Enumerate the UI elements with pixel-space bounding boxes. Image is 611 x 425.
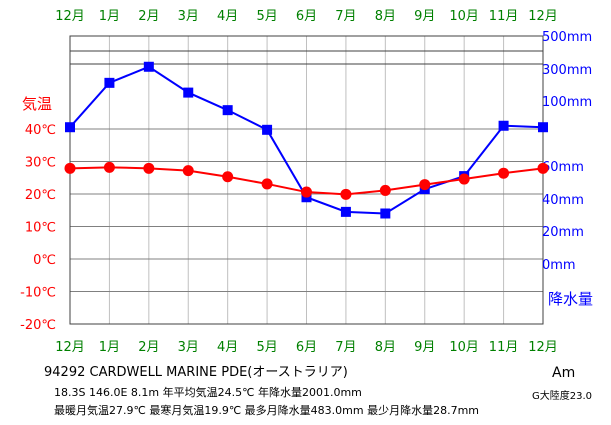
month-label: 7月 bbox=[335, 340, 356, 355]
temperature-point bbox=[301, 186, 312, 198]
month-label: 5月 bbox=[256, 9, 277, 24]
month-label: 10月 bbox=[449, 340, 479, 355]
precipitation-axis-title: 降水量 bbox=[548, 290, 593, 308]
month-label: 9月 bbox=[414, 340, 435, 355]
month-label: 8月 bbox=[375, 9, 396, 24]
continentality-index: G大陸度23.0 bbox=[532, 391, 593, 402]
temperature-tick-label: -10℃ bbox=[20, 286, 56, 301]
temperature-point bbox=[182, 165, 194, 177]
month-label: 7月 bbox=[335, 9, 356, 24]
station-stats-line-1: 18.3S 146.0E 8.1m 年平均気温24.5℃ 年降水量2001.0m… bbox=[54, 386, 362, 399]
precipitation-tick-label: 0mm bbox=[542, 258, 576, 273]
temperature-tick-label: 20℃ bbox=[25, 188, 56, 203]
month-label: 6月 bbox=[296, 9, 317, 24]
temperature-tick-label: -20℃ bbox=[20, 318, 56, 333]
month-label: 10月 bbox=[449, 9, 479, 24]
month-label: 2月 bbox=[138, 9, 159, 24]
month-label: 8月 bbox=[375, 340, 396, 355]
precipitation-point bbox=[222, 105, 233, 116]
station-name: 94292 CARDWELL MARINE PDE(オーストラリア) bbox=[44, 365, 348, 380]
temperature-tick-label: 0℃ bbox=[33, 253, 56, 268]
temperature-point bbox=[498, 167, 510, 179]
month-label: 1月 bbox=[99, 9, 120, 24]
temperature-point bbox=[103, 161, 115, 173]
temperature-point bbox=[419, 179, 431, 191]
temperature-point bbox=[143, 162, 155, 174]
month-label: 1月 bbox=[99, 340, 120, 355]
month-label: 4月 bbox=[217, 340, 238, 355]
month-label: 11月 bbox=[489, 9, 519, 24]
temperature-point bbox=[222, 171, 234, 183]
precipitation-point bbox=[262, 124, 273, 135]
climate-classification: Am bbox=[552, 365, 576, 381]
precipitation-point bbox=[340, 206, 351, 217]
precipitation-point bbox=[104, 77, 115, 88]
month-label: 12月 bbox=[55, 340, 85, 355]
temperature-point bbox=[261, 178, 273, 190]
month-label: 12月 bbox=[55, 9, 85, 24]
month-label: 12月 bbox=[528, 340, 558, 355]
temperature-point bbox=[458, 173, 470, 185]
temperature-tick-label: 10℃ bbox=[25, 221, 56, 236]
temperature-series bbox=[64, 161, 549, 200]
precipitation-point bbox=[498, 120, 509, 131]
precipitation-point bbox=[538, 122, 548, 133]
temperature-axis: 気温 40℃ 30℃ 20℃ 10℃ 0℃ -10℃ -20℃ bbox=[20, 95, 56, 333]
bottom-month-labels: 12月 1月 2月 3月 4月 5月 6月 7月 8月 9月 10月 11月 12月 bbox=[55, 340, 558, 355]
precipitation-point bbox=[380, 208, 391, 219]
month-label: 4月 bbox=[217, 9, 238, 24]
precipitation-tick-label: 60mm bbox=[542, 160, 584, 175]
precipitation-tick-label: 500mm bbox=[542, 30, 592, 45]
temperature-point bbox=[64, 162, 76, 174]
precipitation-tick-label: 300mm bbox=[542, 63, 592, 78]
precipitation-axis: 500mm 300mm 100mm 60mm 40mm 20mm 0mm 降水量 bbox=[542, 30, 593, 308]
precipitation-tick-label: 100mm bbox=[542, 95, 592, 110]
chart-grid bbox=[69, 35, 544, 325]
station-stats-line-2: 最暖月気温27.9℃ 最寒月気温19.9℃ 最多月降水量483.0mm 最少月降… bbox=[54, 404, 480, 417]
temperature-point bbox=[537, 162, 549, 174]
precipitation-tick-label: 40mm bbox=[542, 193, 584, 208]
top-month-labels: 12月 1月 2月 3月 4月 5月 6月 7月 8月 9月 10月 11月 12月 bbox=[55, 9, 558, 24]
temperature-tick-label: 40℃ bbox=[25, 123, 56, 138]
precipitation-point bbox=[183, 87, 194, 98]
month-label: 3月 bbox=[178, 9, 199, 24]
plot-border bbox=[69, 35, 544, 325]
month-label: 12月 bbox=[528, 9, 558, 24]
precipitation-point bbox=[143, 61, 154, 72]
temperature-point bbox=[379, 184, 391, 196]
month-label: 3月 bbox=[178, 340, 199, 355]
temperature-point bbox=[340, 188, 352, 200]
month-label: 2月 bbox=[138, 340, 159, 355]
month-label: 11月 bbox=[489, 340, 519, 355]
month-label: 6月 bbox=[296, 340, 317, 355]
precipitation-tick-label: 20mm bbox=[542, 225, 584, 240]
temperature-axis-title: 気温 bbox=[22, 95, 52, 113]
precipitation-point bbox=[65, 122, 75, 133]
temperature-tick-label: 30℃ bbox=[25, 156, 56, 171]
month-label: 9月 bbox=[414, 9, 435, 24]
month-label: 5月 bbox=[256, 340, 277, 355]
